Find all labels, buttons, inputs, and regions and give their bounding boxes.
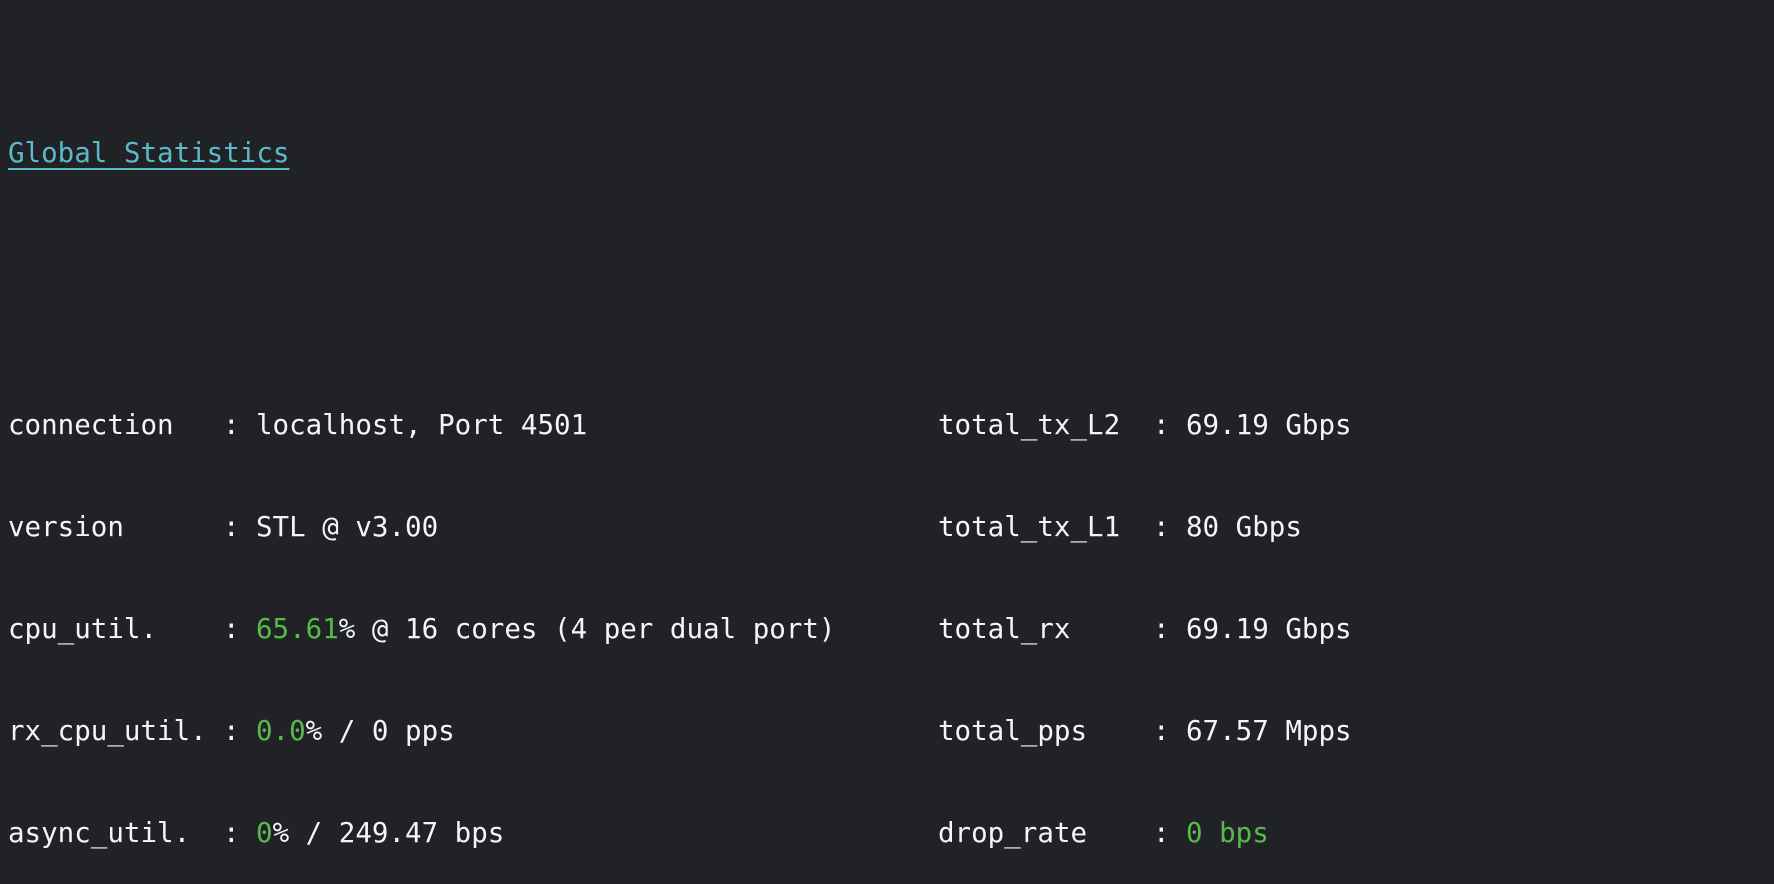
global-stat-line: rx_cpu_util.:0.0% / 0 pps total_pps:67.57…	[8, 714, 1774, 748]
stat-value: 80 Gbps	[1186, 511, 1302, 543]
stat-value: STL @ v3.00	[256, 511, 439, 543]
global-statistics-heading: Global Statistics	[8, 137, 290, 169]
stat-colon: :	[223, 511, 240, 543]
global-stat-right: total_pps:67.57 Mpps	[938, 714, 1352, 748]
stat-colon: :	[1153, 715, 1170, 747]
stat-label: connection	[8, 409, 174, 441]
stat-value-highlight: 0 bps	[1186, 817, 1269, 849]
stat-label: version	[8, 511, 124, 543]
stat-value-highlight: 65.61	[256, 613, 339, 645]
stat-colon: :	[223, 817, 240, 849]
stat-label: cpu_util.	[8, 613, 158, 645]
global-stat-line: async_util.:0% / 249.47 bps drop_rate:0 b…	[8, 816, 1774, 850]
global-stat-line: cpu_util.:65.61% @ 16 cores (4 per dual …	[8, 612, 1774, 646]
stat-value: 69.19 Gbps	[1186, 613, 1352, 645]
stat-value: % / 249.47 bps	[272, 817, 505, 849]
global-stat-line: connection: localhost, Port 4501 total_tx_…	[8, 408, 1774, 442]
stat-label: async_util.	[8, 817, 191, 849]
stat-colon: :	[1153, 409, 1170, 441]
stat-value-highlight: 0	[256, 817, 273, 849]
stat-label: total_pps	[938, 715, 1088, 747]
global-stat-right: drop_rate:0 bps	[938, 816, 1269, 850]
stat-value: % / 0 pps	[305, 715, 455, 747]
stat-colon: :	[1153, 511, 1170, 543]
global-stat-right: total_tx_L2:69.19 Gbps	[938, 408, 1352, 442]
stat-colon: :	[1153, 613, 1170, 645]
blank-line	[8, 238, 1774, 272]
stat-label: total_tx_L1	[938, 511, 1121, 543]
stat-colon: :	[223, 613, 240, 645]
stat-label: total_tx_L2	[938, 409, 1121, 441]
stat-colon: :	[223, 409, 240, 441]
global-stat-right: total_tx_L1:80 Gbps	[938, 510, 1302, 544]
stat-value-highlight: 0.0	[256, 715, 306, 747]
global-statistics-section-title: Global Statistics	[8, 136, 1774, 170]
stat-value: 67.57 Mpps	[1186, 715, 1352, 747]
stat-value: % @ 16 cores (4 per dual port)	[338, 613, 836, 645]
stat-value: localhost, Port 4501	[256, 409, 588, 441]
stat-label: drop_rate	[938, 817, 1088, 849]
stat-label: total_rx	[938, 613, 1071, 645]
stat-colon: :	[1153, 817, 1170, 849]
stat-colon: :	[223, 715, 240, 747]
stat-label: rx_cpu_util.	[8, 715, 207, 747]
global-stat-line: version: STL @ v3.00 total_tx_L1:80 Gbps	[8, 510, 1774, 544]
global-stat-right: total_rx:69.19 Gbps	[938, 612, 1352, 646]
stat-value: 69.19 Gbps	[1186, 409, 1352, 441]
